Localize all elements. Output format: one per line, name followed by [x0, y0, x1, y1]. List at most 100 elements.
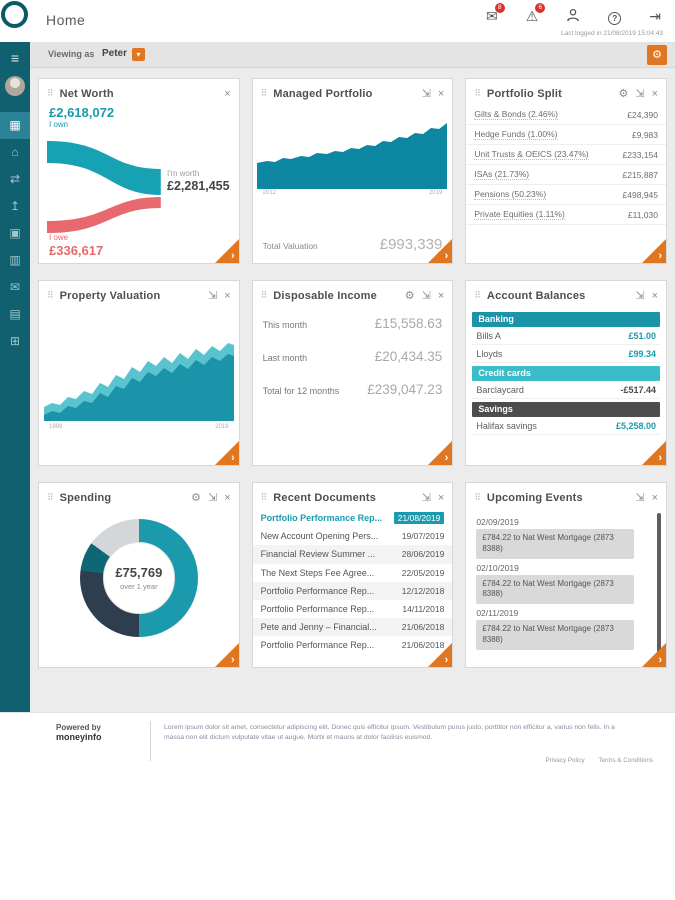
chevron-right-icon[interactable]: ›	[444, 654, 449, 666]
portfolio-area-chart	[257, 123, 448, 189]
close-icon[interactable]: ×	[437, 289, 445, 302]
card-title: Account Balances	[486, 289, 586, 302]
settings-icon[interactable]: ⚙	[191, 492, 201, 504]
card-link-corner[interactable]	[428, 239, 453, 263]
expand-icon[interactable]: ⇲	[208, 290, 218, 302]
asset-label: Unit Trusts & OEICS (23.47%)	[474, 149, 589, 160]
privacy-policy-link[interactable]: Privacy Policy	[545, 757, 585, 764]
event-item: £784.22 to Nat West Mortgage (2873 8388)	[476, 574, 635, 605]
sidebar-item-portfolio[interactable]: ▣	[9, 226, 21, 240]
viewing-as-user[interactable]: Peter	[102, 48, 128, 59]
expand-icon[interactable]: ⇲	[421, 88, 431, 100]
card-link-corner[interactable]	[428, 441, 453, 465]
card-link-corner[interactable]	[642, 643, 666, 667]
powered-by-label: Powered by	[56, 723, 101, 732]
chevron-right-icon[interactable]: ›	[230, 654, 235, 666]
dashboard-settings-button[interactable]: ⚙	[647, 45, 667, 65]
card-link-corner[interactable]	[428, 643, 453, 667]
settings-icon[interactable]: ⚙	[404, 290, 415, 302]
list-item: Gilts & Bonds (2.46%) £24,390	[466, 105, 666, 125]
expand-icon[interactable]: ⇲	[635, 88, 645, 100]
sidebar-item-upload[interactable]: ↥	[9, 199, 21, 213]
document-row[interactable]: Pete and Jenny – Financial... 21/06/2018	[252, 618, 453, 637]
document-row[interactable]: Portfolio Performance Rep... 12/12/2018	[252, 581, 453, 600]
expand-icon[interactable]: ⇲	[635, 492, 645, 504]
drag-handle-icon[interactable]: ⠿	[260, 290, 268, 300]
close-icon[interactable]: ×	[224, 491, 231, 504]
chevron-right-icon[interactable]: ›	[658, 452, 662, 464]
period-value: £239,047.23	[367, 382, 443, 397]
list-item: Hedge Funds (1.00%) £9,983	[466, 125, 666, 145]
menu-icon[interactable]: ≡	[10, 50, 20, 66]
card-link-corner[interactable]	[642, 441, 666, 465]
sidebar-item-accounts[interactable]: ⌂	[11, 145, 19, 159]
profile-icon[interactable]	[566, 8, 580, 25]
expand-icon[interactable]: ⇲	[421, 290, 431, 302]
drag-handle-icon[interactable]: ⠿	[474, 290, 481, 300]
document-row[interactable]: Portfolio Performance Rep... 21/06/2018	[253, 636, 453, 654]
help-icon[interactable]: ?	[608, 8, 622, 25]
sidebar-item-documents[interactable]: ▤	[9, 307, 21, 321]
document-title: Pete and Jenny – Financial...	[260, 622, 377, 633]
close-icon[interactable]: ×	[651, 289, 658, 302]
document-row[interactable]: The Next Steps Fee Agree... 22/05/2019	[253, 564, 453, 582]
drag-handle-icon[interactable]: ⠿	[47, 88, 54, 98]
document-row[interactable]: New Account Opening Pers... 19/07/2019	[253, 527, 453, 545]
sidebar-item-dashboard[interactable]: ▦	[0, 112, 30, 139]
messages-icon[interactable]: ✉ 8	[486, 3, 505, 25]
chevron-right-icon[interactable]: ›	[230, 452, 235, 464]
scrollbar[interactable]	[657, 513, 661, 653]
card-property-valuation: ⠿ Property Valuation ⇲ × 1999 2019 ›	[38, 280, 240, 466]
footer-text: Lorem ipsum dolor sit amet, consectetur …	[164, 724, 615, 742]
chevron-right-icon[interactable]: ›	[658, 654, 662, 666]
card-link-corner[interactable]	[214, 643, 239, 667]
list-item: Pensions (50.23%) £498,945	[466, 185, 666, 205]
expand-icon[interactable]: ⇲	[635, 290, 645, 302]
account-label: Bills A	[476, 331, 501, 341]
drag-handle-icon[interactable]: ⠿	[474, 88, 481, 98]
expand-icon[interactable]: ⇲	[421, 492, 431, 504]
avatar[interactable]	[5, 76, 25, 96]
chevron-right-icon[interactable]: ›	[444, 452, 449, 464]
alerts-icon[interactable]: ⚠ 6	[526, 3, 546, 25]
chevron-right-icon[interactable]: ›	[230, 250, 235, 262]
event-date: 02/09/2019	[476, 517, 519, 527]
chevron-down-icon[interactable]: ▾	[132, 48, 145, 61]
messages-badge: 8	[494, 3, 505, 13]
account-value: -£517.44	[620, 385, 656, 395]
sidebar-item-transfers[interactable]: ⇄	[9, 172, 21, 186]
x-axis-end: 2019	[215, 424, 229, 430]
close-icon[interactable]: ×	[651, 491, 658, 504]
signout-icon[interactable]: ⇥	[649, 8, 661, 25]
drag-handle-icon[interactable]: ⠿	[260, 88, 268, 98]
settings-icon[interactable]: ⚙	[618, 88, 629, 100]
card-portfolio-split: ⠿ Portfolio Split ⚙ ⇲ × Gilts & Bonds (2…	[465, 78, 667, 264]
close-icon[interactable]: ×	[651, 87, 658, 100]
close-icon[interactable]: ×	[224, 289, 231, 302]
terms-conditions-link[interactable]: Terms & Conditions	[598, 757, 653, 764]
chevron-right-icon[interactable]: ›	[444, 250, 449, 262]
document-row[interactable]: Portfolio Performance Rep... 14/11/2018	[253, 600, 453, 618]
drag-handle-icon[interactable]: ⠿	[47, 290, 54, 300]
document-row[interactable]: Financial Review Summer ... 28/06/2019	[252, 545, 453, 564]
close-icon[interactable]: ×	[437, 87, 445, 100]
card-link-corner[interactable]	[642, 239, 666, 263]
card-link-corner[interactable]	[214, 441, 239, 465]
document-row[interactable]: Portfolio Performance Rep... 21/08/2019	[252, 509, 453, 528]
sidebar-item-messages[interactable]: ✉	[9, 280, 21, 294]
card-title: Property Valuation	[59, 289, 161, 302]
drag-handle-icon[interactable]: ⠿	[47, 492, 54, 502]
viewing-as-label: Viewing as	[48, 49, 95, 59]
chevron-right-icon[interactable]: ›	[658, 250, 662, 262]
drag-handle-icon[interactable]: ⠿	[260, 492, 268, 502]
section-header-savings: Savings	[472, 402, 660, 417]
sidebar-item-calendar[interactable]: ⊞	[9, 334, 21, 348]
document-title: Portfolio Performance Rep...	[260, 640, 375, 651]
drag-handle-icon[interactable]: ⠿	[474, 492, 481, 502]
close-icon[interactable]: ×	[437, 491, 445, 504]
expand-icon[interactable]: ⇲	[208, 492, 218, 504]
card-link-corner[interactable]	[214, 239, 239, 263]
sidebar-item-reports[interactable]: ▥	[9, 253, 21, 267]
page-title: Home	[46, 12, 86, 28]
close-icon[interactable]: ×	[224, 87, 231, 100]
